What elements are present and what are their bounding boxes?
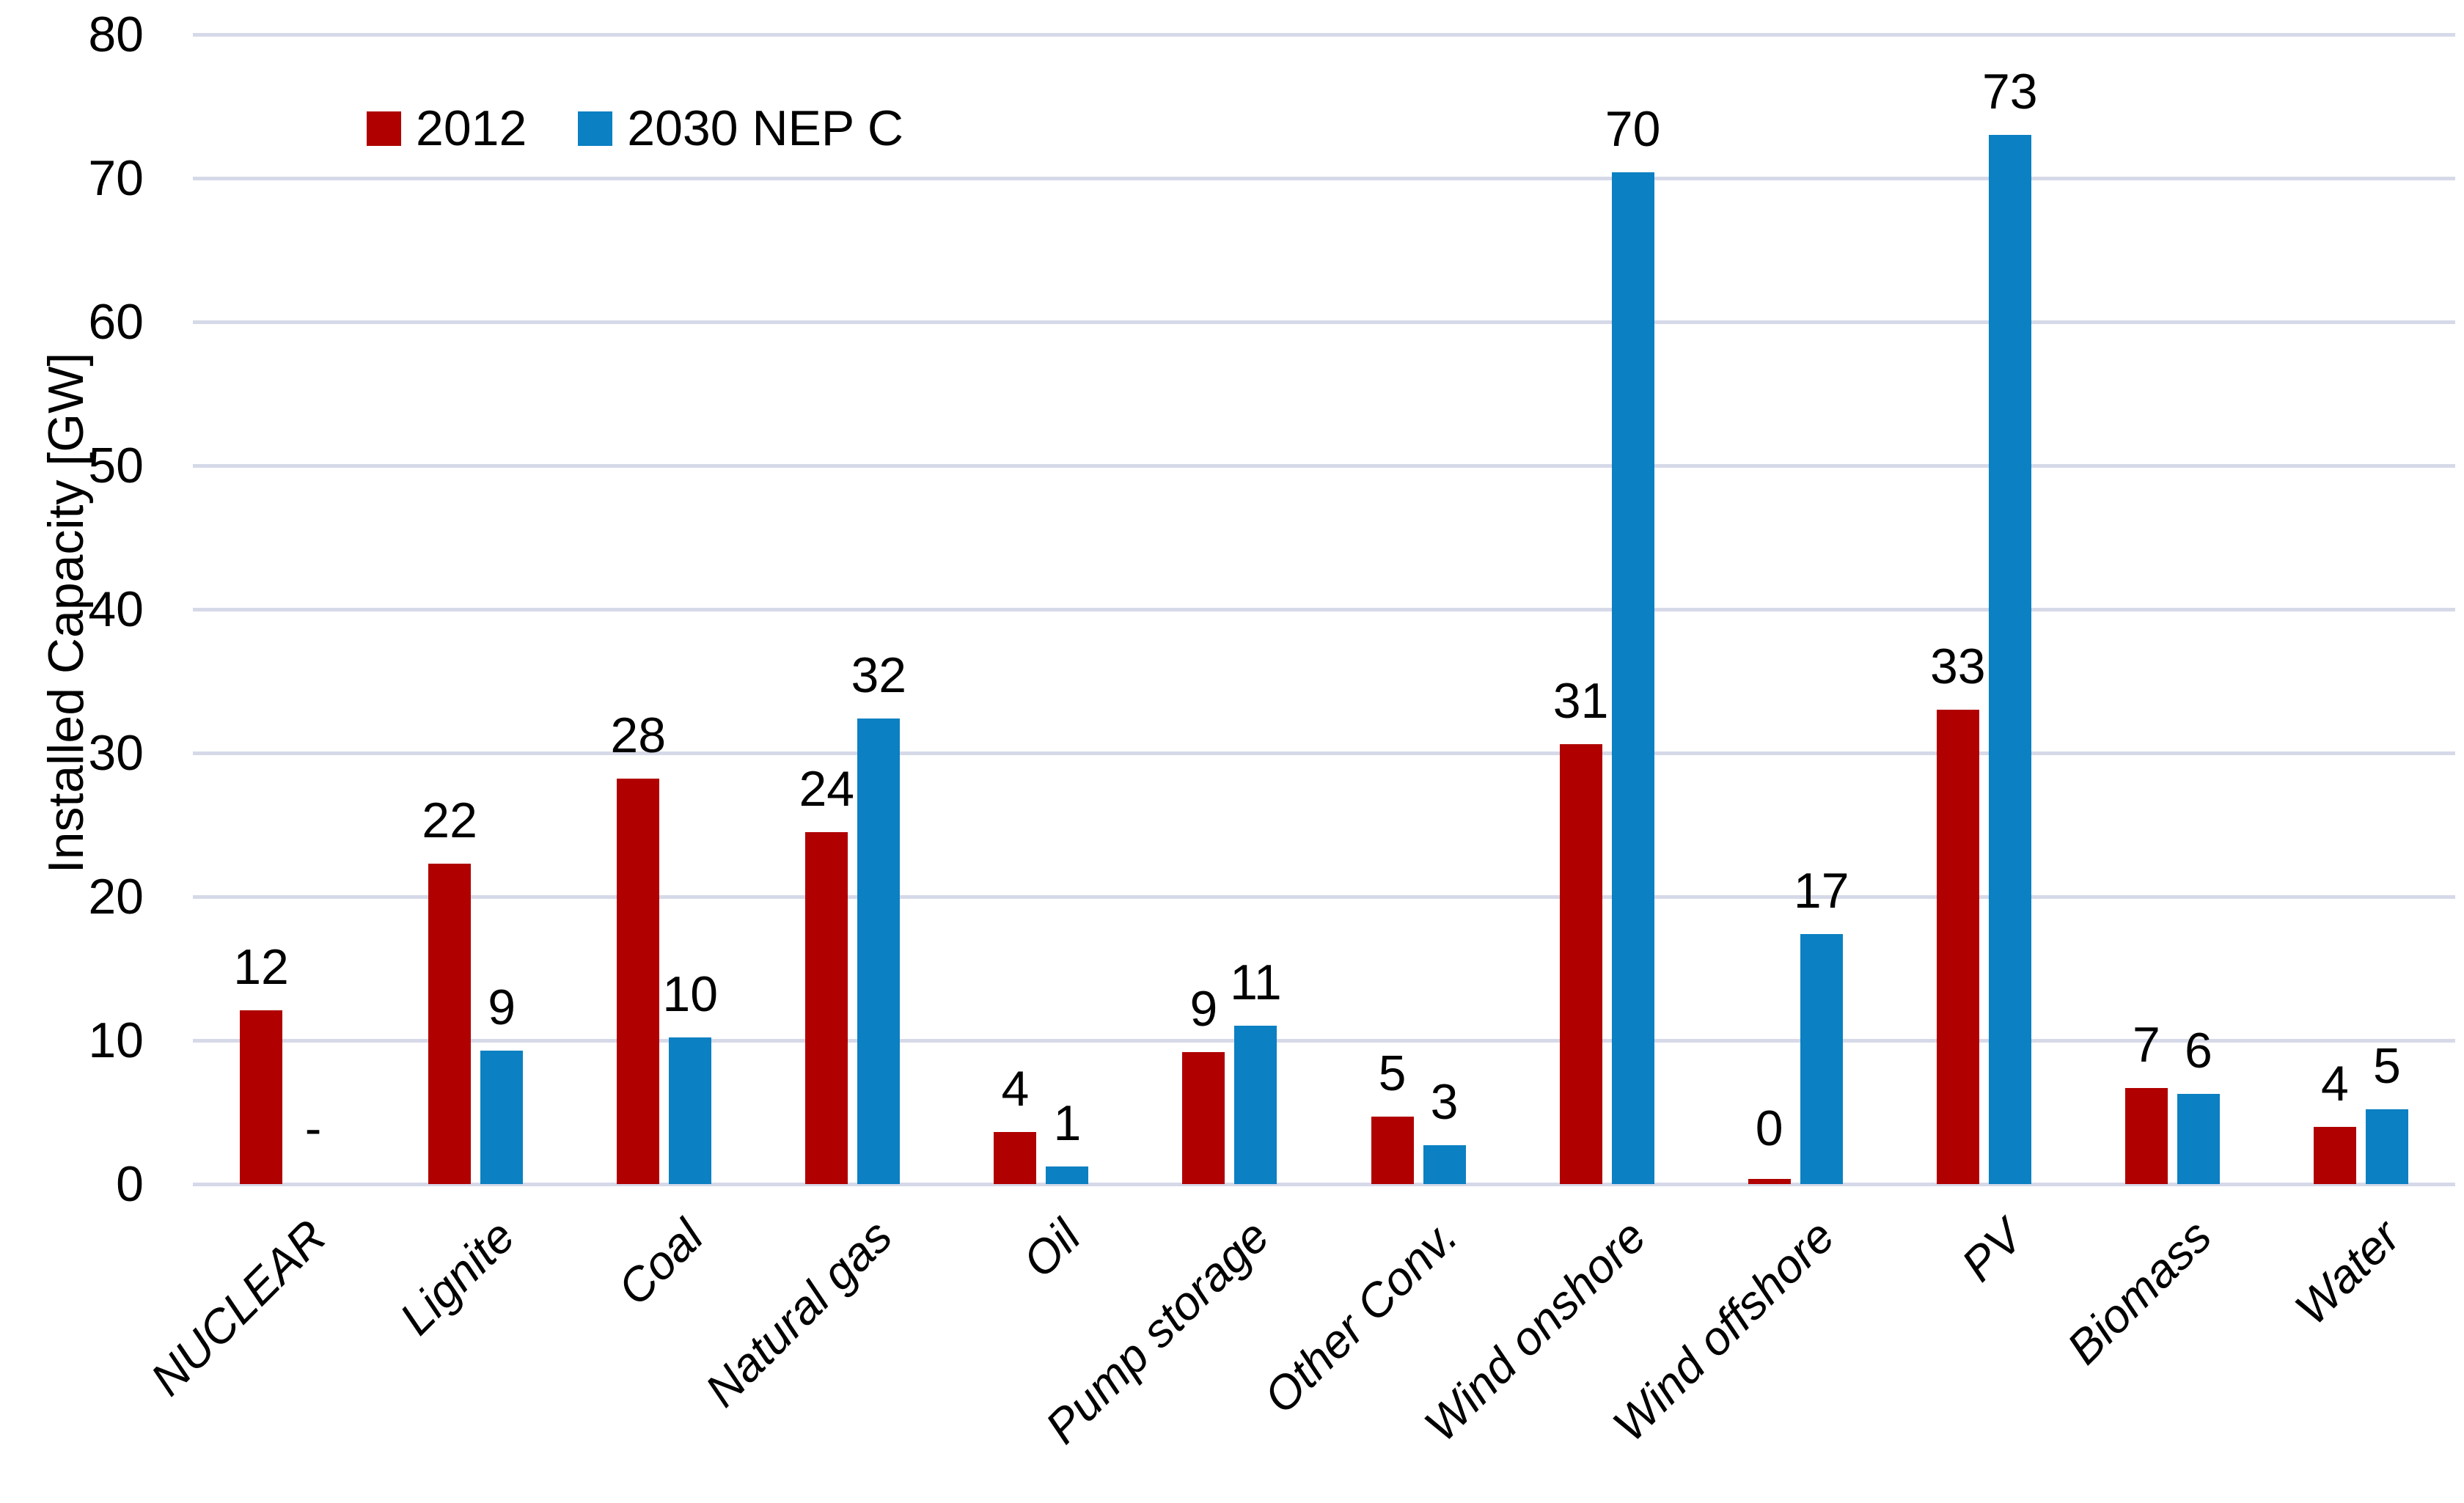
bar-2012-coal	[617, 779, 660, 1184]
gridline-20	[193, 895, 2455, 899]
data-label-2012-other-conv: 5	[1378, 1045, 1407, 1101]
gridline-40	[193, 608, 2455, 611]
bar-2030-nep-c-pv	[1988, 135, 2031, 1184]
data-label-2030-nep-c-pv: 73	[1981, 64, 2038, 120]
bar-2030-nep-c-lignite	[480, 1050, 524, 1184]
data-label-2030-nep-c-coal: 10	[662, 966, 719, 1023]
y-tick-label-50: 50	[88, 438, 144, 493]
bar-2030-nep-c-wind-offshore	[1800, 933, 1843, 1184]
y-tick-label-60: 60	[88, 294, 144, 350]
y-tick-label-10: 10	[88, 1013, 144, 1068]
data-label-2012-pv: 33	[1929, 639, 1986, 695]
bar-2030-nep-c-biomass	[2177, 1093, 2220, 1184]
data-label-2012-wind-onshore: 31	[1552, 673, 1609, 730]
legend-swatch-2012	[367, 111, 401, 146]
gridline-80	[193, 33, 2455, 37]
bar-2012-oil	[994, 1132, 1037, 1184]
bar-2012-wind-onshore	[1559, 744, 1602, 1184]
bar-2030-nep-c-natural-gas	[857, 718, 901, 1184]
data-label-2030-nep-c-wind-offshore: 17	[1793, 862, 1849, 919]
bar-2012-natural-gas	[805, 831, 848, 1184]
data-label-2030-nep-c-wind-onshore: 70	[1605, 101, 1661, 158]
data-label-2012-coal: 28	[610, 708, 667, 764]
data-label-2012-oil: 4	[1001, 1061, 1030, 1117]
gridline-0	[193, 1183, 2455, 1186]
gridline-10	[193, 1039, 2455, 1043]
bar-2030-nep-c-pump-storage	[1234, 1026, 1277, 1184]
legend-label-2012: 2012	[416, 100, 527, 156]
x-category-label-natural-gas: Natural gas	[694, 1209, 902, 1417]
bar-2030-nep-c-coal	[669, 1037, 712, 1184]
y-tick-label-70: 70	[88, 150, 144, 206]
bar-2012-biomass	[2124, 1087, 2168, 1184]
bar-2012-lignite	[428, 863, 472, 1184]
y-tick-label-0: 0	[116, 1156, 144, 1212]
legend-swatch-2030-nep-c	[578, 111, 613, 146]
bar-2012-water	[2313, 1126, 2356, 1184]
bar-2030-nep-c-oil	[1046, 1166, 1089, 1184]
data-label-2012-water: 4	[2321, 1055, 2349, 1111]
data-label-2030-nep-c-water: 5	[2373, 1038, 2401, 1095]
data-label-2012-lignite: 22	[422, 792, 477, 848]
gridline-70	[193, 177, 2455, 180]
bar-2030-nep-c-other-conv	[1423, 1145, 1466, 1184]
x-category-label-coal: Coal	[607, 1209, 714, 1315]
data-label-2012-wind-offshore: 0	[1755, 1100, 1783, 1156]
x-category-label-other-conv: Other Conv.	[1253, 1209, 1467, 1424]
data-label-2030-nep-c-natural-gas: 32	[851, 647, 907, 703]
legend-label-2030-nep-c: 2030 NEP C	[627, 100, 904, 156]
x-category-label-water: Water	[2284, 1209, 2410, 1335]
x-category-label-nuclear: NUCLEAR	[140, 1209, 337, 1406]
bar-2012-wind-offshore	[1748, 1179, 1791, 1184]
x-category-label-pv: PV	[1951, 1209, 2034, 1292]
data-label-2012-pump-storage: 9	[1189, 980, 1218, 1037]
y-tick-label-20: 20	[88, 869, 144, 925]
bar-2030-nep-c-water	[2365, 1109, 2408, 1184]
data-label-2030-nep-c-other-conv: 3	[1430, 1074, 1459, 1131]
x-category-label-lignite: Lignite	[389, 1209, 525, 1345]
x-category-label-oil: Oil	[1012, 1209, 1090, 1288]
legend-item-2012: 2012	[367, 103, 527, 154]
data-label-2030-nep-c-lignite: 9	[488, 979, 516, 1035]
gridline-50	[193, 464, 2455, 468]
data-label-2012-natural-gas: 24	[799, 760, 855, 817]
data-label-2030-nep-c-oil: 1	[1053, 1095, 1082, 1152]
data-label-2030-nep-c-biomass: 6	[2184, 1022, 2212, 1078]
data-label-2012-nuclear: 12	[233, 938, 289, 995]
data-label-2012-biomass: 7	[2132, 1016, 2160, 1073]
bar-2012-pv	[1936, 710, 1979, 1184]
gridline-30	[193, 752, 2455, 755]
bar-2012-nuclear	[240, 1010, 283, 1184]
data-label-2030-nep-c-nuclear: -	[304, 1100, 322, 1156]
bar-2012-other-conv	[1371, 1116, 1414, 1184]
gridline-60	[193, 320, 2455, 324]
bar-2030-nep-c-wind-onshore	[1611, 172, 1654, 1184]
bar-2012-pump-storage	[1182, 1051, 1225, 1184]
legend-item-2030-nep-c: 2030 NEP C	[578, 103, 903, 154]
y-tick-label-30: 30	[88, 725, 144, 781]
x-category-label-biomass: Biomass	[2056, 1209, 2222, 1375]
legend: 2012 2030 NEP C	[367, 103, 903, 154]
y-tick-label-80: 80	[88, 7, 144, 62]
data-label-2030-nep-c-pump-storage: 11	[1230, 955, 1282, 1011]
y-tick-label-40: 40	[88, 581, 144, 637]
